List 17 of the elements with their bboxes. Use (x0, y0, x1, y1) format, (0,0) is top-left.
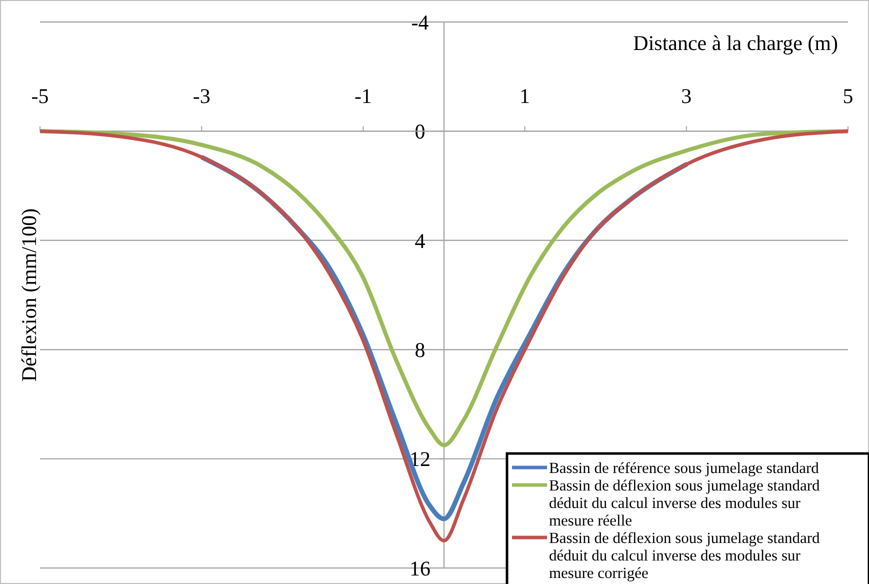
y-tick-label: -4 (411, 10, 430, 34)
x-axis-title: Distance à la charge (m) (633, 31, 838, 55)
legend-label: Bassin de déflexion sous jumelage standard déduit du calcul inverse des modules sur mesure réelle (549, 477, 820, 530)
x-tick-label: 1 (520, 84, 530, 108)
y-tick-label: 16 (410, 556, 430, 580)
y-tick-label: 0 (414, 120, 426, 144)
x-tick-label: -5 (31, 84, 49, 108)
y-tick-label: 12 (410, 447, 430, 472)
y-axis-title: Déflexion (mm/100) (17, 208, 41, 382)
x-tick-label: 3 (681, 84, 692, 108)
x-tick-label: -1 (354, 84, 372, 108)
y-tick-label: 8 (414, 338, 426, 362)
y-tick-label: 4 (414, 228, 426, 253)
legend-label: Bassin de référence sous jumelage standard (549, 460, 820, 477)
legend-label: Bassin de déflexion sous jumelage standard déduit du calcul inverse des modules sur mesure corrigée (549, 530, 820, 582)
x-tick-label: 5 (842, 84, 854, 108)
x-tick-label: -3 (192, 84, 210, 108)
